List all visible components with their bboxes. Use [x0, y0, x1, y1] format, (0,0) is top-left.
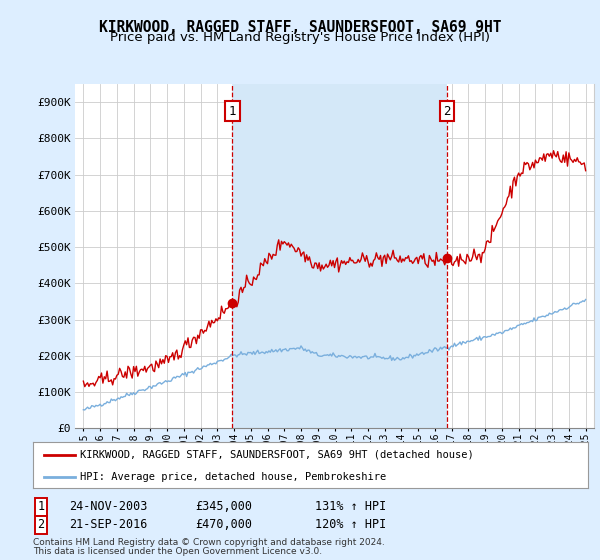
Text: 2: 2: [443, 105, 451, 118]
Text: KIRKWOOD, RAGGED STAFF, SAUNDERSFOOT, SA69 9HT: KIRKWOOD, RAGGED STAFF, SAUNDERSFOOT, SA…: [99, 20, 501, 35]
Text: 2: 2: [37, 518, 44, 531]
Text: KIRKWOOD, RAGGED STAFF, SAUNDERSFOOT, SA69 9HT (detached house): KIRKWOOD, RAGGED STAFF, SAUNDERSFOOT, SA…: [80, 450, 474, 460]
Text: Price paid vs. HM Land Registry's House Price Index (HPI): Price paid vs. HM Land Registry's House …: [110, 31, 490, 44]
Text: 1: 1: [37, 500, 44, 514]
Text: 24-NOV-2003: 24-NOV-2003: [69, 500, 148, 514]
Text: Contains HM Land Registry data © Crown copyright and database right 2024.: Contains HM Land Registry data © Crown c…: [33, 538, 385, 547]
Text: HPI: Average price, detached house, Pembrokeshire: HPI: Average price, detached house, Pemb…: [80, 472, 386, 482]
Bar: [232, 84, 447, 428]
Text: 1: 1: [229, 105, 236, 118]
Text: 120% ↑ HPI: 120% ↑ HPI: [315, 518, 386, 531]
Text: £470,000: £470,000: [195, 518, 252, 531]
Text: This data is licensed under the Open Government Licence v3.0.: This data is licensed under the Open Gov…: [33, 547, 322, 556]
Text: £345,000: £345,000: [195, 500, 252, 514]
Text: 131% ↑ HPI: 131% ↑ HPI: [315, 500, 386, 514]
Text: 21-SEP-2016: 21-SEP-2016: [69, 518, 148, 531]
